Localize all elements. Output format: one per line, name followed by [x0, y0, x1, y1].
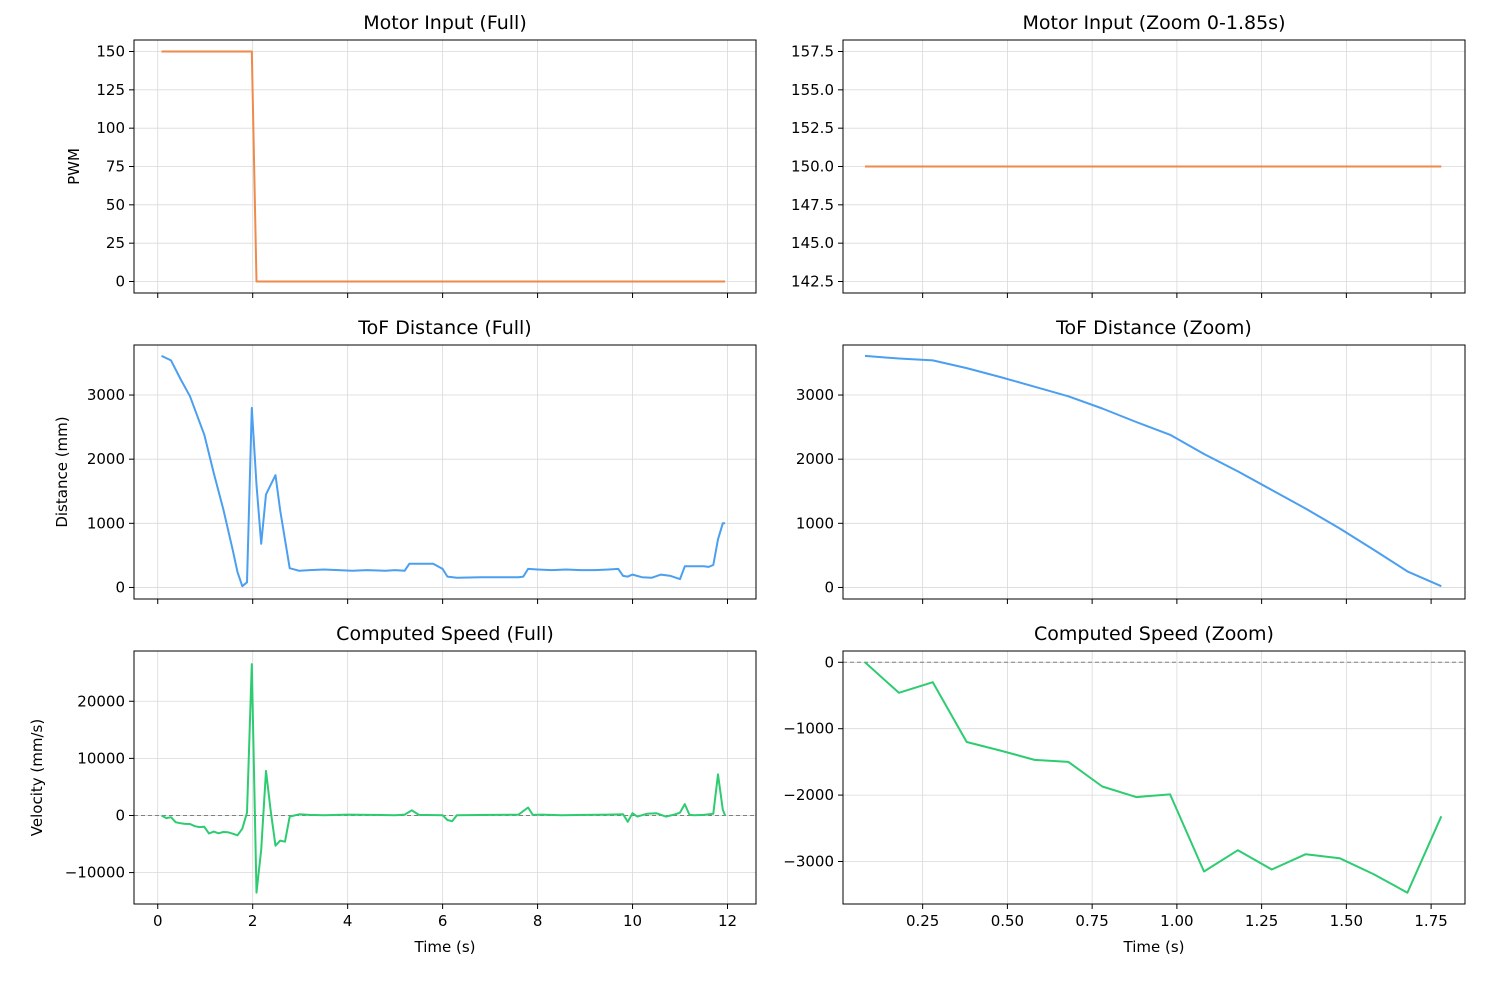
x-tick-label: 6 [438, 912, 448, 930]
y-tick-label: −3000 [783, 853, 834, 871]
y-tick-label: −10000 [65, 864, 125, 882]
y-tick-label: 125 [96, 81, 125, 99]
tof_zoom-panel: 0 1000 2000 3000 ToF Distance (Zoom) [796, 317, 1466, 604]
y-tick-label: 75 [106, 158, 125, 176]
speed_full-panel: 0 2 4 6 8 10 12 −10000 0 10000 20000 Computed Speed… [28, 623, 757, 956]
y-tick-label: 150 [96, 43, 125, 61]
tof_zoom-title: ToF Distance (Zoom) [1055, 317, 1252, 339]
speed_full-series-line [161, 663, 727, 894]
motor_full-panel: 0 25 50 75 100 125 150 Motor Input (Full) PWM [65, 12, 757, 298]
x-tick-label: 4 [343, 912, 353, 930]
motor_zoom-title: Motor Input (Zoom 0-1.85s) [1023, 12, 1286, 34]
axes-frame [133, 650, 757, 905]
y-tick-label: 20000 [77, 692, 125, 710]
x-tick-label: 12 [718, 912, 737, 930]
tof_zoom-series-line [864, 354, 1442, 588]
y-tick-label: 155.0 [791, 81, 834, 99]
motor_full-title: Motor Input (Full) [363, 12, 527, 34]
y-tick-label: 0 [824, 653, 834, 671]
y-tick-label: 2000 [87, 450, 125, 468]
x-tick-label: 8 [533, 912, 543, 930]
y-axis-label: PWM [65, 148, 83, 185]
axes-frame [842, 650, 1466, 905]
x-tick-label: 10 [623, 912, 642, 930]
motor_full-series-line [161, 50, 726, 283]
y-tick-label: 0 [115, 273, 125, 291]
speed_full-title: Computed Speed (Full) [336, 623, 554, 645]
tof_full-panel: 0 1000 2000 3000 ToF Distance (Full) Distance… [53, 317, 757, 604]
speed_zoom-title: Computed Speed (Zoom) [1034, 623, 1274, 645]
x-tick-label: 0.50 [991, 912, 1024, 930]
tof_full-title: ToF Distance (Full) [357, 317, 531, 339]
motor_zoom-panel: 142.5 145.0 147.5 150.0 152.5 155.0 157.5 Motor… [791, 12, 1466, 298]
x-tick-label: 0.25 [906, 912, 939, 930]
y-tick-label: 100 [96, 119, 125, 137]
x-tick-label: 1.75 [1414, 912, 1447, 930]
axes-frame [133, 344, 757, 600]
x-axis-label: Time (s) [414, 938, 476, 956]
y-tick-label: 147.5 [791, 196, 834, 214]
y-tick-label: 25 [106, 234, 125, 252]
x-tick-label: 0.75 [1075, 912, 1108, 930]
y-tick-label: 1000 [87, 514, 125, 532]
y-tick-label: 0 [115, 578, 125, 596]
y-tick-label: 142.5 [791, 273, 834, 291]
x-tick-label: 2 [248, 912, 258, 930]
x-tick-label: 1.00 [1160, 912, 1193, 930]
y-tick-label: 10000 [77, 749, 125, 767]
speed_zoom-series-line [864, 661, 1443, 894]
y-tick-label: 1000 [796, 514, 834, 532]
y-tick-label: −2000 [783, 786, 834, 804]
y-tick-label: 157.5 [791, 43, 834, 61]
x-tick-label: 0 [153, 912, 163, 930]
y-axis-label: Velocity (mm/s) [28, 719, 46, 836]
y-tick-label: −1000 [783, 720, 834, 738]
axes-frame [842, 344, 1466, 600]
x-tick-label: 1.50 [1330, 912, 1363, 930]
y-axis-label: Distance (mm) [53, 416, 71, 527]
x-axis-label: Time (s) [1123, 938, 1185, 956]
y-tick-label: 0 [824, 578, 834, 596]
y-tick-label: 0 [115, 806, 125, 824]
y-tick-label: 50 [106, 196, 125, 214]
tof_full-series-line [161, 354, 726, 588]
y-tick-label: 152.5 [791, 119, 834, 137]
x-tick-label: 1.25 [1245, 912, 1278, 930]
speed_zoom-panel: 0.25 0.50 0.75 1.00 1.25 1.50 1.75 −3000 −2000 −1… [783, 623, 1466, 956]
y-tick-label: 2000 [796, 450, 834, 468]
y-tick-label: 150.0 [791, 158, 834, 176]
y-tick-label: 3000 [87, 386, 125, 404]
y-tick-label: 3000 [796, 386, 834, 404]
y-tick-label: 145.0 [791, 234, 834, 252]
